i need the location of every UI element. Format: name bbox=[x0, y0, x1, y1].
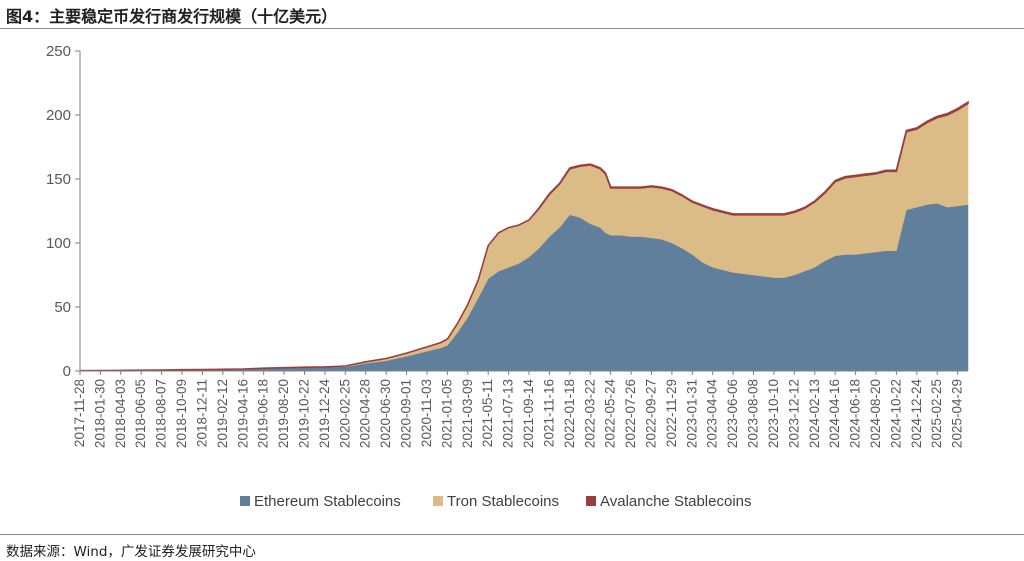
x-tick-label: 2022-09-27 bbox=[644, 379, 659, 448]
bottom-divider bbox=[0, 534, 1024, 535]
x-tick-label: 2018-01-30 bbox=[92, 379, 107, 448]
y-tick-label: 150 bbox=[46, 171, 71, 188]
x-tick-label: 2022-05-24 bbox=[603, 379, 618, 449]
x-tick-label: 2024-02-13 bbox=[807, 379, 822, 448]
x-tick-label: 2019-06-18 bbox=[256, 379, 271, 448]
legend-label: Tron Stablecoins bbox=[447, 493, 559, 510]
x-tick-label: 2023-04-04 bbox=[705, 379, 720, 449]
y-axis: 0 50 100 150 200 250 bbox=[46, 43, 81, 380]
x-tick-label: 2021-05-11 bbox=[480, 379, 495, 447]
x-tick-label: 2024-10-22 bbox=[888, 379, 903, 448]
x-tick-label: 2023-06-06 bbox=[725, 379, 740, 448]
x-tick-label: 2023-01-31 bbox=[684, 379, 699, 448]
x-tick-label: 2024-12-24 bbox=[909, 379, 924, 449]
x-tick-label: 2021-03-09 bbox=[460, 379, 475, 448]
x-tick-label: 2018-10-09 bbox=[174, 379, 189, 448]
x-tick-label: 2023-10-10 bbox=[766, 379, 781, 448]
x-tick-label: 2019-02-12 bbox=[215, 379, 230, 448]
top-divider bbox=[0, 28, 1024, 29]
x-tick-label: 2020-06-30 bbox=[378, 379, 393, 448]
legend: Ethereum Stablecoins Tron Stablecoins Aval… bbox=[240, 493, 752, 510]
legend-swatch bbox=[586, 496, 596, 506]
x-tick-label: 2020-02-25 bbox=[337, 379, 352, 448]
x-tick-label: 2021-07-13 bbox=[501, 379, 516, 448]
x-tick-label: 2020-04-28 bbox=[358, 379, 373, 448]
chart-title: 图4：主要稳定币发行商发行规模（十亿美元） bbox=[6, 7, 338, 26]
y-tick-label: 250 bbox=[46, 43, 71, 60]
x-tick-label: 2022-07-26 bbox=[623, 379, 638, 448]
x-tick-label: 2021-11-16 bbox=[541, 379, 556, 447]
x-tick-label: 2023-12-12 bbox=[786, 379, 801, 448]
x-tick-label: 2025-04-29 bbox=[950, 379, 965, 448]
x-axis: 2017-11-28 2018-01-30 2018-04-03 2018-06-05… bbox=[72, 370, 968, 449]
x-tick-label: 2024-08-20 bbox=[868, 379, 883, 448]
x-tick-label: 2019-04-16 bbox=[235, 379, 250, 448]
y-tick-label: 200 bbox=[46, 107, 71, 124]
x-tick-label: 2019-12-24 bbox=[317, 379, 332, 449]
y-tick-label: 0 bbox=[63, 363, 71, 380]
legend-label: Avalanche Stablecoins bbox=[600, 493, 752, 510]
legend-swatch bbox=[240, 496, 250, 506]
x-tick-label: 2017-11-28 bbox=[72, 379, 87, 447]
source-note: 数据来源：Wind，广发证券发展研究中心 bbox=[6, 544, 256, 560]
legend-label: Ethereum Stablecoins bbox=[254, 493, 401, 510]
x-tick-label: 2019-08-20 bbox=[276, 379, 291, 448]
x-tick-label: 2021-09-14 bbox=[521, 379, 536, 449]
x-tick-label: 2021-01-05 bbox=[439, 379, 454, 448]
x-tick-label: 2022-11-29 bbox=[664, 379, 679, 447]
y-tick-label: 100 bbox=[46, 235, 71, 252]
area-avalanche-stablecoins bbox=[79, 100, 969, 372]
area-series-group bbox=[79, 100, 969, 372]
y-tick-label: 50 bbox=[54, 299, 71, 316]
x-tick-label: 2018-04-03 bbox=[113, 379, 128, 448]
x-tick-label: 2018-08-07 bbox=[154, 379, 169, 448]
x-tick-label: 2019-10-22 bbox=[297, 379, 312, 448]
x-tick-label: 2025-02-25 bbox=[929, 379, 944, 448]
x-tick-label: 2018-12-11 bbox=[195, 379, 210, 447]
x-tick-label: 2022-03-22 bbox=[582, 379, 597, 448]
x-tick-label: 2022-01-18 bbox=[562, 379, 577, 448]
x-tick-label: 2024-04-16 bbox=[827, 379, 842, 448]
legend-swatch bbox=[433, 496, 443, 506]
stacked-area-chart: 0 50 100 150 200 250 2017-11-28 2018-01-30 2018… bbox=[46, 43, 969, 510]
x-tick-label: 2018-06-05 bbox=[133, 379, 148, 448]
x-tick-label: 2023-08-08 bbox=[746, 379, 761, 448]
x-tick-label: 2024-06-18 bbox=[848, 379, 863, 448]
x-tick-label: 2020-11-03 bbox=[419, 379, 434, 447]
x-tick-label: 2020-09-01 bbox=[399, 379, 414, 448]
